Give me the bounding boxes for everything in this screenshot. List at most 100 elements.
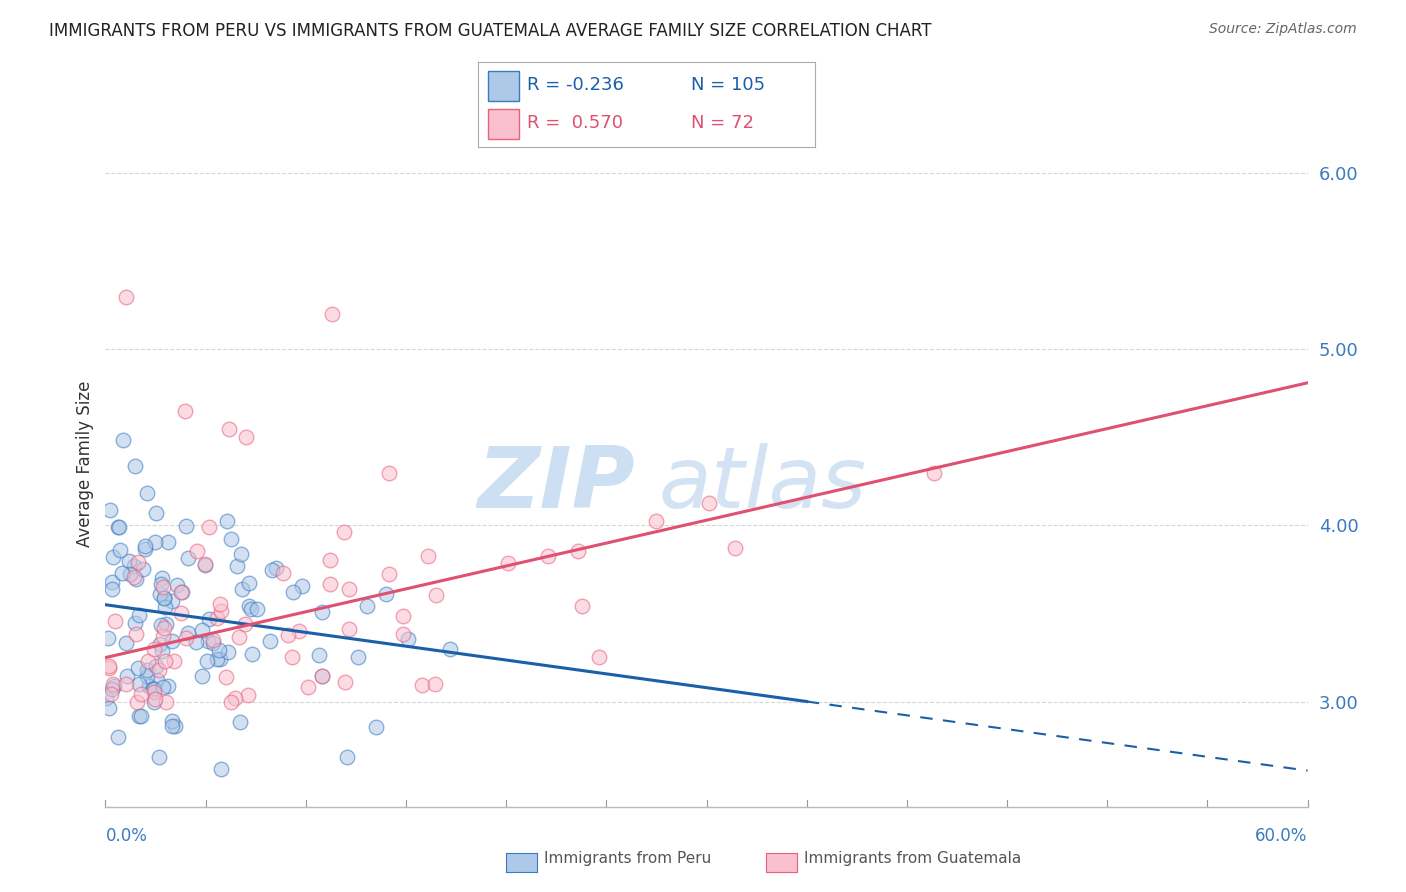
Point (697, 496, 720, 510)
Point (198, 520, 221, 534)
Point (291, 578, 314, 592)
Point (152, 621, 174, 635)
Point (205, 652, 228, 666)
Point (152, 591, 174, 606)
Point (177, 625, 200, 640)
Point (238, 576, 260, 591)
Point (311, 605, 333, 619)
Point (163, 654, 186, 668)
Point (281, 649, 304, 664)
Point (138, 654, 160, 668)
Point (160, 719, 183, 733)
Point (337, 622, 360, 636)
Point (128, 709, 150, 723)
Point (571, 599, 593, 613)
Point (136, 486, 159, 500)
Point (239, 602, 262, 616)
Point (122, 558, 145, 573)
Point (724, 541, 747, 555)
Point (153, 654, 176, 668)
Point (129, 687, 152, 701)
Point (333, 675, 356, 690)
Point (174, 404, 197, 418)
Point (149, 617, 172, 632)
Point (134, 542, 156, 557)
Point (198, 612, 221, 626)
Point (259, 633, 281, 648)
Point (197, 633, 219, 648)
Point (321, 307, 343, 321)
Point (567, 544, 589, 558)
Point (186, 635, 208, 649)
Point (142, 682, 165, 697)
Point (98, 658, 121, 673)
Point (143, 692, 166, 706)
Point (287, 624, 309, 639)
Point (588, 650, 610, 665)
Point (311, 668, 333, 682)
Point (122, 570, 145, 584)
Point (136, 663, 159, 677)
Point (319, 576, 342, 591)
Point (156, 679, 179, 693)
Point (498, 556, 520, 570)
Point (264, 561, 287, 575)
Point (396, 632, 419, 646)
Point (125, 627, 148, 641)
Point (260, 562, 283, 576)
Point (128, 677, 150, 691)
Point (170, 606, 193, 620)
Point (177, 550, 200, 565)
FancyBboxPatch shape (488, 109, 519, 139)
Point (107, 520, 129, 534)
Point (209, 762, 232, 776)
Point (149, 587, 172, 601)
Point (333, 524, 356, 539)
Point (311, 669, 333, 683)
Point (191, 669, 214, 683)
Point (209, 598, 232, 612)
Point (111, 566, 134, 580)
Point (142, 695, 165, 709)
Point (132, 561, 155, 575)
Point (124, 459, 146, 474)
Point (364, 720, 387, 734)
Text: N = 72: N = 72 (690, 114, 754, 132)
Point (143, 641, 166, 656)
Point (149, 637, 172, 651)
Point (308, 648, 330, 662)
Point (336, 750, 359, 764)
Point (125, 573, 148, 587)
Point (172, 584, 194, 599)
Point (392, 608, 415, 623)
Point (152, 680, 174, 694)
Point (100, 687, 122, 701)
Point (644, 514, 666, 528)
Text: Immigrants from Guatemala: Immigrants from Guatemala (804, 851, 1022, 865)
Text: 60.0%: 60.0% (1256, 827, 1308, 845)
Point (411, 678, 433, 692)
Point (201, 636, 224, 650)
Point (98, 701, 121, 715)
Point (104, 614, 127, 628)
Point (155, 600, 177, 615)
Text: ZIP: ZIP (477, 443, 634, 526)
Text: atlas: atlas (658, 443, 866, 526)
Point (356, 599, 378, 613)
Point (392, 627, 415, 641)
Point (142, 685, 165, 699)
Point (142, 681, 165, 696)
Point (238, 599, 260, 613)
Point (217, 515, 239, 529)
Point (166, 578, 188, 592)
Point (319, 553, 342, 567)
Point (108, 542, 131, 557)
Point (112, 433, 135, 447)
Point (277, 627, 299, 641)
Point (191, 623, 214, 637)
Point (148, 663, 170, 677)
Point (145, 658, 167, 673)
Point (423, 677, 446, 691)
Point (107, 520, 129, 534)
Point (127, 555, 149, 569)
